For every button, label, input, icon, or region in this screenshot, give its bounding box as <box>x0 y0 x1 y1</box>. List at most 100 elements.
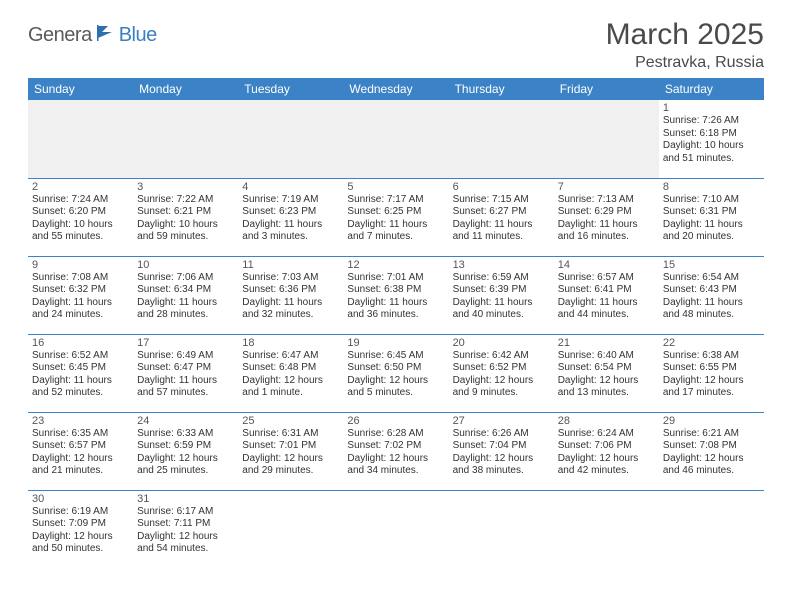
day-info: Sunrise: 7:13 AMSunset: 6:29 PMDaylight:… <box>558 194 655 244</box>
day-number: 9 <box>32 259 129 271</box>
weekday-header: Tuesday <box>238 78 343 100</box>
calendar-cell: 28Sunrise: 6:24 AMSunset: 7:06 PMDayligh… <box>554 412 659 490</box>
day-info: Sunrise: 6:54 AMSunset: 6:43 PMDaylight:… <box>663 272 760 322</box>
day-number: 6 <box>453 181 550 193</box>
calendar-cell: 12Sunrise: 7:01 AMSunset: 6:38 PMDayligh… <box>343 256 448 334</box>
calendar-cell: 15Sunrise: 6:54 AMSunset: 6:43 PMDayligh… <box>659 256 764 334</box>
calendar-cell: 30Sunrise: 6:19 AMSunset: 7:09 PMDayligh… <box>28 490 133 568</box>
location: Pestravka, Russia <box>606 54 764 72</box>
day-number: 20 <box>453 337 550 349</box>
calendar-cell: 27Sunrise: 6:26 AMSunset: 7:04 PMDayligh… <box>449 412 554 490</box>
day-number: 1 <box>663 102 760 114</box>
day-info: Sunrise: 6:38 AMSunset: 6:55 PMDaylight:… <box>663 350 760 400</box>
weekday-header: Friday <box>554 78 659 100</box>
day-number: 25 <box>242 415 339 427</box>
day-number: 8 <box>663 181 760 193</box>
calendar-cell: 19Sunrise: 6:45 AMSunset: 6:50 PMDayligh… <box>343 334 448 412</box>
calendar-cell <box>659 490 764 568</box>
day-info: Sunrise: 7:06 AMSunset: 6:34 PMDaylight:… <box>137 272 234 322</box>
calendar-cell <box>449 100 554 178</box>
day-info: Sunrise: 6:40 AMSunset: 6:54 PMDaylight:… <box>558 350 655 400</box>
day-info: Sunrise: 6:26 AMSunset: 7:04 PMDaylight:… <box>453 428 550 478</box>
day-number: 13 <box>453 259 550 271</box>
day-number: 31 <box>137 493 234 505</box>
day-number: 26 <box>347 415 444 427</box>
month-title: March 2025 <box>606 18 764 52</box>
day-info: Sunrise: 6:24 AMSunset: 7:06 PMDaylight:… <box>558 428 655 478</box>
day-number: 15 <box>663 259 760 271</box>
day-info: Sunrise: 6:52 AMSunset: 6:45 PMDaylight:… <box>32 350 129 400</box>
calendar-cell: 16Sunrise: 6:52 AMSunset: 6:45 PMDayligh… <box>28 334 133 412</box>
logo: Genera Blue <box>28 18 157 47</box>
logo-flag-icon <box>96 24 116 47</box>
calendar-cell: 31Sunrise: 6:17 AMSunset: 7:11 PMDayligh… <box>133 490 238 568</box>
calendar-cell: 8Sunrise: 7:10 AMSunset: 6:31 PMDaylight… <box>659 178 764 256</box>
calendar-cell <box>133 100 238 178</box>
day-info: Sunrise: 6:17 AMSunset: 7:11 PMDaylight:… <box>137 506 234 556</box>
day-info: Sunrise: 6:49 AMSunset: 6:47 PMDaylight:… <box>137 350 234 400</box>
logo-text-general: Genera <box>28 24 92 47</box>
calendar-cell: 25Sunrise: 6:31 AMSunset: 7:01 PMDayligh… <box>238 412 343 490</box>
calendar-cell: 3Sunrise: 7:22 AMSunset: 6:21 PMDaylight… <box>133 178 238 256</box>
calendar-cell <box>554 100 659 178</box>
calendar-page: Genera Blue March 2025 Pestravka, Russia… <box>0 0 792 568</box>
calendar-cell: 7Sunrise: 7:13 AMSunset: 6:29 PMDaylight… <box>554 178 659 256</box>
weekday-header: Monday <box>133 78 238 100</box>
day-number: 11 <box>242 259 339 271</box>
calendar-cell <box>238 100 343 178</box>
day-info: Sunrise: 7:01 AMSunset: 6:38 PMDaylight:… <box>347 272 444 322</box>
logo-text-blue: Blue <box>119 24 157 47</box>
day-number: 28 <box>558 415 655 427</box>
day-info: Sunrise: 6:31 AMSunset: 7:01 PMDaylight:… <box>242 428 339 478</box>
day-number: 10 <box>137 259 234 271</box>
day-info: Sunrise: 6:47 AMSunset: 6:48 PMDaylight:… <box>242 350 339 400</box>
calendar-cell <box>343 100 448 178</box>
page-header: Genera Blue March 2025 Pestravka, Russia <box>28 18 764 72</box>
day-number: 23 <box>32 415 129 427</box>
day-info: Sunrise: 6:33 AMSunset: 6:59 PMDaylight:… <box>137 428 234 478</box>
day-info: Sunrise: 6:28 AMSunset: 7:02 PMDaylight:… <box>347 428 444 478</box>
calendar-head: SundayMondayTuesdayWednesdayThursdayFrid… <box>28 78 764 100</box>
day-number: 16 <box>32 337 129 349</box>
calendar-cell: 24Sunrise: 6:33 AMSunset: 6:59 PMDayligh… <box>133 412 238 490</box>
calendar-cell: 2Sunrise: 7:24 AMSunset: 6:20 PMDaylight… <box>28 178 133 256</box>
calendar-cell: 5Sunrise: 7:17 AMSunset: 6:25 PMDaylight… <box>343 178 448 256</box>
calendar-cell: 11Sunrise: 7:03 AMSunset: 6:36 PMDayligh… <box>238 256 343 334</box>
calendar-cell <box>28 100 133 178</box>
day-number: 30 <box>32 493 129 505</box>
calendar-cell: 14Sunrise: 6:57 AMSunset: 6:41 PMDayligh… <box>554 256 659 334</box>
day-info: Sunrise: 7:10 AMSunset: 6:31 PMDaylight:… <box>663 194 760 244</box>
day-number: 3 <box>137 181 234 193</box>
day-info: Sunrise: 7:17 AMSunset: 6:25 PMDaylight:… <box>347 194 444 244</box>
calendar-cell: 23Sunrise: 6:35 AMSunset: 6:57 PMDayligh… <box>28 412 133 490</box>
day-info: Sunrise: 7:03 AMSunset: 6:36 PMDaylight:… <box>242 272 339 322</box>
calendar-table: SundayMondayTuesdayWednesdayThursdayFrid… <box>28 78 764 568</box>
day-number: 29 <box>663 415 760 427</box>
calendar-cell: 21Sunrise: 6:40 AMSunset: 6:54 PMDayligh… <box>554 334 659 412</box>
calendar-cell: 26Sunrise: 6:28 AMSunset: 7:02 PMDayligh… <box>343 412 448 490</box>
calendar-cell <box>449 490 554 568</box>
calendar-cell: 6Sunrise: 7:15 AMSunset: 6:27 PMDaylight… <box>449 178 554 256</box>
calendar-cell: 4Sunrise: 7:19 AMSunset: 6:23 PMDaylight… <box>238 178 343 256</box>
calendar-cell <box>343 490 448 568</box>
day-number: 4 <box>242 181 339 193</box>
day-info: Sunrise: 7:26 AMSunset: 6:18 PMDaylight:… <box>663 115 760 165</box>
weekday-header: Sunday <box>28 78 133 100</box>
calendar-cell <box>554 490 659 568</box>
day-info: Sunrise: 6:45 AMSunset: 6:50 PMDaylight:… <box>347 350 444 400</box>
calendar-cell: 29Sunrise: 6:21 AMSunset: 7:08 PMDayligh… <box>659 412 764 490</box>
day-info: Sunrise: 6:59 AMSunset: 6:39 PMDaylight:… <box>453 272 550 322</box>
day-info: Sunrise: 6:42 AMSunset: 6:52 PMDaylight:… <box>453 350 550 400</box>
day-info: Sunrise: 7:15 AMSunset: 6:27 PMDaylight:… <box>453 194 550 244</box>
day-number: 12 <box>347 259 444 271</box>
day-number: 14 <box>558 259 655 271</box>
weekday-header: Thursday <box>449 78 554 100</box>
day-info: Sunrise: 6:21 AMSunset: 7:08 PMDaylight:… <box>663 428 760 478</box>
calendar-cell <box>238 490 343 568</box>
calendar-body: 1Sunrise: 7:26 AMSunset: 6:18 PMDaylight… <box>28 100 764 568</box>
day-number: 22 <box>663 337 760 349</box>
day-info: Sunrise: 6:57 AMSunset: 6:41 PMDaylight:… <box>558 272 655 322</box>
weekday-header: Wednesday <box>343 78 448 100</box>
day-number: 5 <box>347 181 444 193</box>
calendar-cell: 13Sunrise: 6:59 AMSunset: 6:39 PMDayligh… <box>449 256 554 334</box>
